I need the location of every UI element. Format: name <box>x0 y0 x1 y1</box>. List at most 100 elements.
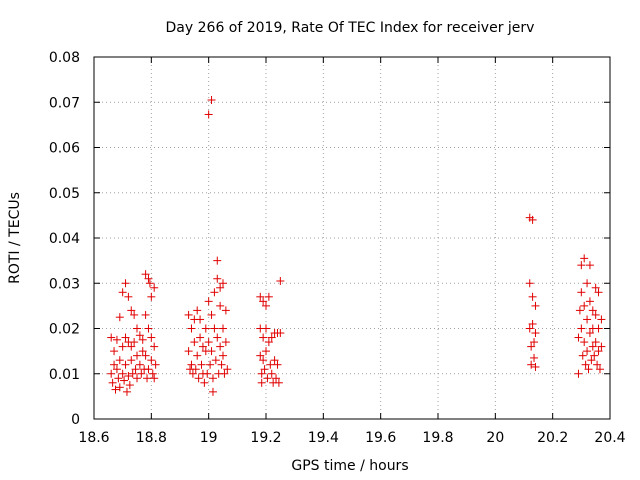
data-point <box>125 381 134 390</box>
data-point <box>260 365 269 374</box>
data-point <box>206 360 215 369</box>
data-point <box>133 351 141 360</box>
data-point <box>151 360 160 369</box>
data-point <box>583 315 592 324</box>
data-point <box>118 288 127 297</box>
data-point <box>114 374 123 383</box>
data-point <box>587 356 596 365</box>
data-point <box>531 329 540 338</box>
data-point <box>585 329 594 338</box>
data-point <box>184 310 193 319</box>
data-point <box>276 276 285 285</box>
data-point <box>115 313 124 322</box>
data-point <box>531 362 540 371</box>
x-tick-label: 20 <box>486 430 504 446</box>
data-point <box>193 306 202 315</box>
data-point <box>207 347 216 356</box>
data-point <box>597 342 606 351</box>
y-tick-label: 0.03 <box>49 276 80 292</box>
data-point <box>150 283 159 292</box>
data-point <box>110 360 119 369</box>
data-point <box>577 324 586 333</box>
data-point <box>143 374 152 383</box>
data-point <box>133 324 141 333</box>
y-axis-label: ROTI / TECUs <box>7 192 23 284</box>
data-point <box>110 347 119 356</box>
data-point <box>135 360 144 369</box>
data-point <box>107 369 116 378</box>
data-point <box>591 338 600 347</box>
data-point <box>150 374 159 383</box>
data-point <box>111 385 120 394</box>
data-point <box>138 335 147 344</box>
data-point <box>207 310 216 319</box>
x-tick-label: 18.6 <box>78 430 109 446</box>
data-point <box>118 369 127 378</box>
data-point <box>527 342 536 351</box>
data-point <box>150 342 159 351</box>
data-point <box>528 292 537 301</box>
data-point <box>130 338 139 347</box>
x-tick-label: 19.4 <box>308 430 339 446</box>
data-point <box>193 351 202 360</box>
data-point <box>210 324 219 333</box>
data-point <box>574 333 583 342</box>
data-point <box>121 279 130 288</box>
data-point <box>107 333 116 342</box>
data-point <box>148 369 157 378</box>
data-point <box>213 256 222 265</box>
data-point <box>108 378 117 387</box>
data-point <box>131 365 140 374</box>
data-point <box>144 274 153 283</box>
data-point <box>577 261 586 270</box>
data-point <box>594 288 603 297</box>
data-point <box>130 310 139 319</box>
data-point <box>581 360 590 369</box>
data-point <box>147 333 156 342</box>
x-tick-label: 20.2 <box>537 430 568 446</box>
data-point <box>187 324 196 333</box>
data-point <box>580 338 589 347</box>
data-point <box>221 306 230 315</box>
data-point <box>120 376 129 385</box>
data-point <box>145 279 154 288</box>
y-tick-label: 0.07 <box>49 95 80 111</box>
data-point <box>115 356 124 365</box>
data-point <box>584 365 593 374</box>
data-point <box>127 356 136 365</box>
data-point <box>216 342 225 351</box>
data-point <box>121 333 130 342</box>
data-point <box>196 315 205 324</box>
data-point <box>595 365 604 374</box>
data-point <box>211 356 220 365</box>
data-point <box>588 306 597 315</box>
data-point <box>256 292 265 301</box>
data-point <box>124 372 133 381</box>
data-point <box>266 360 275 369</box>
data-point <box>221 338 230 347</box>
data-point <box>141 351 150 360</box>
data-point <box>144 324 153 333</box>
data-point <box>194 374 203 383</box>
data-point <box>259 297 268 306</box>
data-point <box>204 338 213 347</box>
data-point <box>593 360 602 369</box>
data-point <box>219 351 227 360</box>
data-point <box>262 324 270 333</box>
x-tick-label: 19.2 <box>250 430 281 446</box>
data-point <box>197 360 206 369</box>
data-point <box>112 365 121 374</box>
data-point <box>274 378 283 387</box>
y-tick-label: 0.06 <box>49 141 80 157</box>
data-point <box>270 356 279 365</box>
data-point <box>597 315 606 324</box>
data-point <box>585 297 594 306</box>
data-point <box>124 292 133 301</box>
data-point <box>128 369 137 378</box>
data-point <box>276 329 285 338</box>
data-point <box>219 324 227 333</box>
data-point <box>141 270 150 279</box>
data-point <box>272 374 281 383</box>
data-point <box>141 310 150 319</box>
